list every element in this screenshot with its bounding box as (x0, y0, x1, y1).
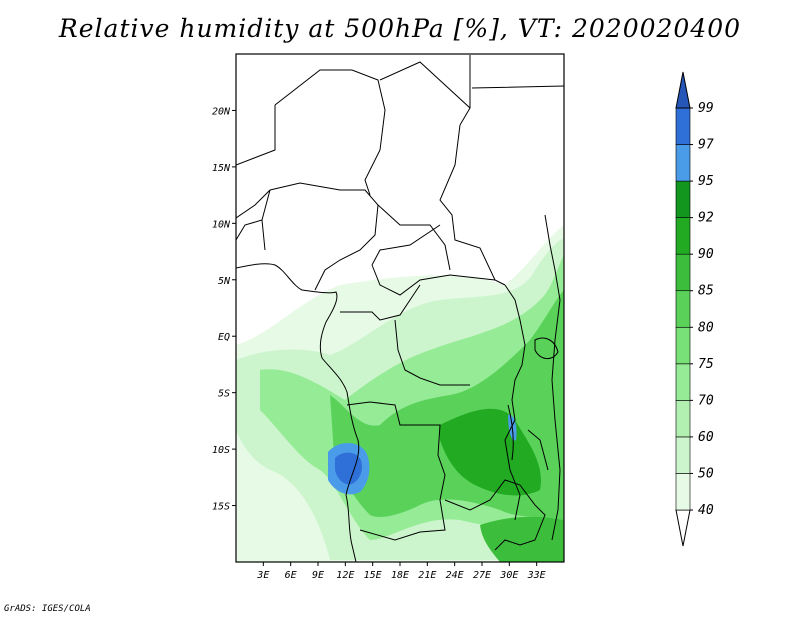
border-north-sahara (274, 69, 386, 196)
footer-credit: GrADS: IGES/COLA (4, 604, 91, 614)
colorbar-level-label: 40 (698, 503, 714, 518)
colorbar-level-label: 60 (698, 430, 714, 445)
y-tick-label: 5N (218, 276, 231, 287)
humidity-field (236, 225, 564, 562)
colorbar-level-label: 92 (698, 211, 714, 226)
colorbar-swatch (675, 363, 691, 401)
colorbar-swatch (675, 436, 691, 474)
colorbar-level-label: 97 (698, 138, 714, 153)
border-east-africa (544, 214, 561, 541)
border-congo (340, 284, 470, 386)
x-tick-label: 9E (312, 570, 324, 581)
colorbar-level-label: 95 (698, 174, 714, 189)
x-tick-label: 21E (418, 570, 436, 581)
border-nigeria (269, 182, 379, 291)
longitude-axis: 3E 6E 9E 12E 15E 18E 21E 24E 27E 30E 33E (256, 562, 546, 581)
coastline-west-africa (236, 263, 360, 562)
border-west-coast-states (236, 105, 276, 251)
y-tick-label: EQ (218, 332, 230, 343)
x-tick-label: 30E (499, 570, 518, 581)
y-tick-label: 10S (212, 445, 230, 456)
humidity-zone-92-south (480, 516, 564, 562)
lake-victoria (534, 337, 559, 359)
colorbar-swatch (675, 144, 691, 182)
border-niger-chad (377, 204, 451, 271)
colorbar-swatch (675, 326, 691, 365)
colorbar-level-label: 80 (698, 320, 714, 335)
colorbar-swatch (675, 71, 691, 109)
border-drc-east (504, 284, 526, 521)
border-libya-chad (379, 61, 471, 126)
y-tick-label: 15S (212, 502, 230, 513)
x-tick-label: 33E (527, 570, 546, 581)
border-angola (346, 401, 446, 541)
colorbar-swatch (675, 400, 691, 438)
x-tick-label: 27E (473, 570, 491, 581)
x-tick-label: 12E (336, 570, 354, 581)
colorbar-swatch (675, 509, 691, 547)
border-chad-sudan (439, 55, 564, 286)
colorbar-level-label: 75 (698, 357, 714, 372)
colorbar-swatch (675, 107, 691, 145)
latitude-axis: 20N 15N 10N 5N EQ 5S 10S 15S (212, 106, 236, 513)
country-borders (236, 55, 564, 562)
y-tick-label: 10N (212, 219, 231, 230)
x-tick-label: 15E (364, 570, 382, 581)
border-cameroon-car (371, 224, 496, 296)
colorbar-swatch (675, 290, 691, 328)
map-title: Relative humidity at 500hPa [%], VT: 202… (58, 14, 742, 43)
colorbar-level-label: 70 (698, 393, 714, 408)
x-tick-label: 24E (446, 570, 464, 581)
colorbar-swatch (675, 253, 691, 292)
y-tick-label: 20N (212, 106, 231, 117)
colorbar-swatch (675, 473, 691, 511)
x-tick-label: 18E (391, 570, 409, 581)
humidity-zone-99 (335, 452, 362, 485)
colorbar-legend: 40 50 60 70 75 80 85 90 92 95 97 99 (675, 71, 714, 547)
y-tick-label: 15N (212, 163, 231, 174)
colorbar-level-label: 50 (698, 466, 714, 481)
colorbar-level-label: 90 (698, 247, 714, 262)
x-tick-label: 3E (256, 570, 269, 581)
colorbar-level-label: 85 (698, 284, 714, 299)
colorbar-swatch (675, 217, 691, 255)
colorbar-swatch (675, 180, 691, 218)
lake-tanganyika (507, 404, 549, 471)
x-tick-label: 6E (285, 570, 297, 581)
y-tick-label: 5S (218, 389, 230, 400)
border-zambia (444, 479, 546, 551)
colorbar-level-label: 99 (698, 101, 714, 116)
